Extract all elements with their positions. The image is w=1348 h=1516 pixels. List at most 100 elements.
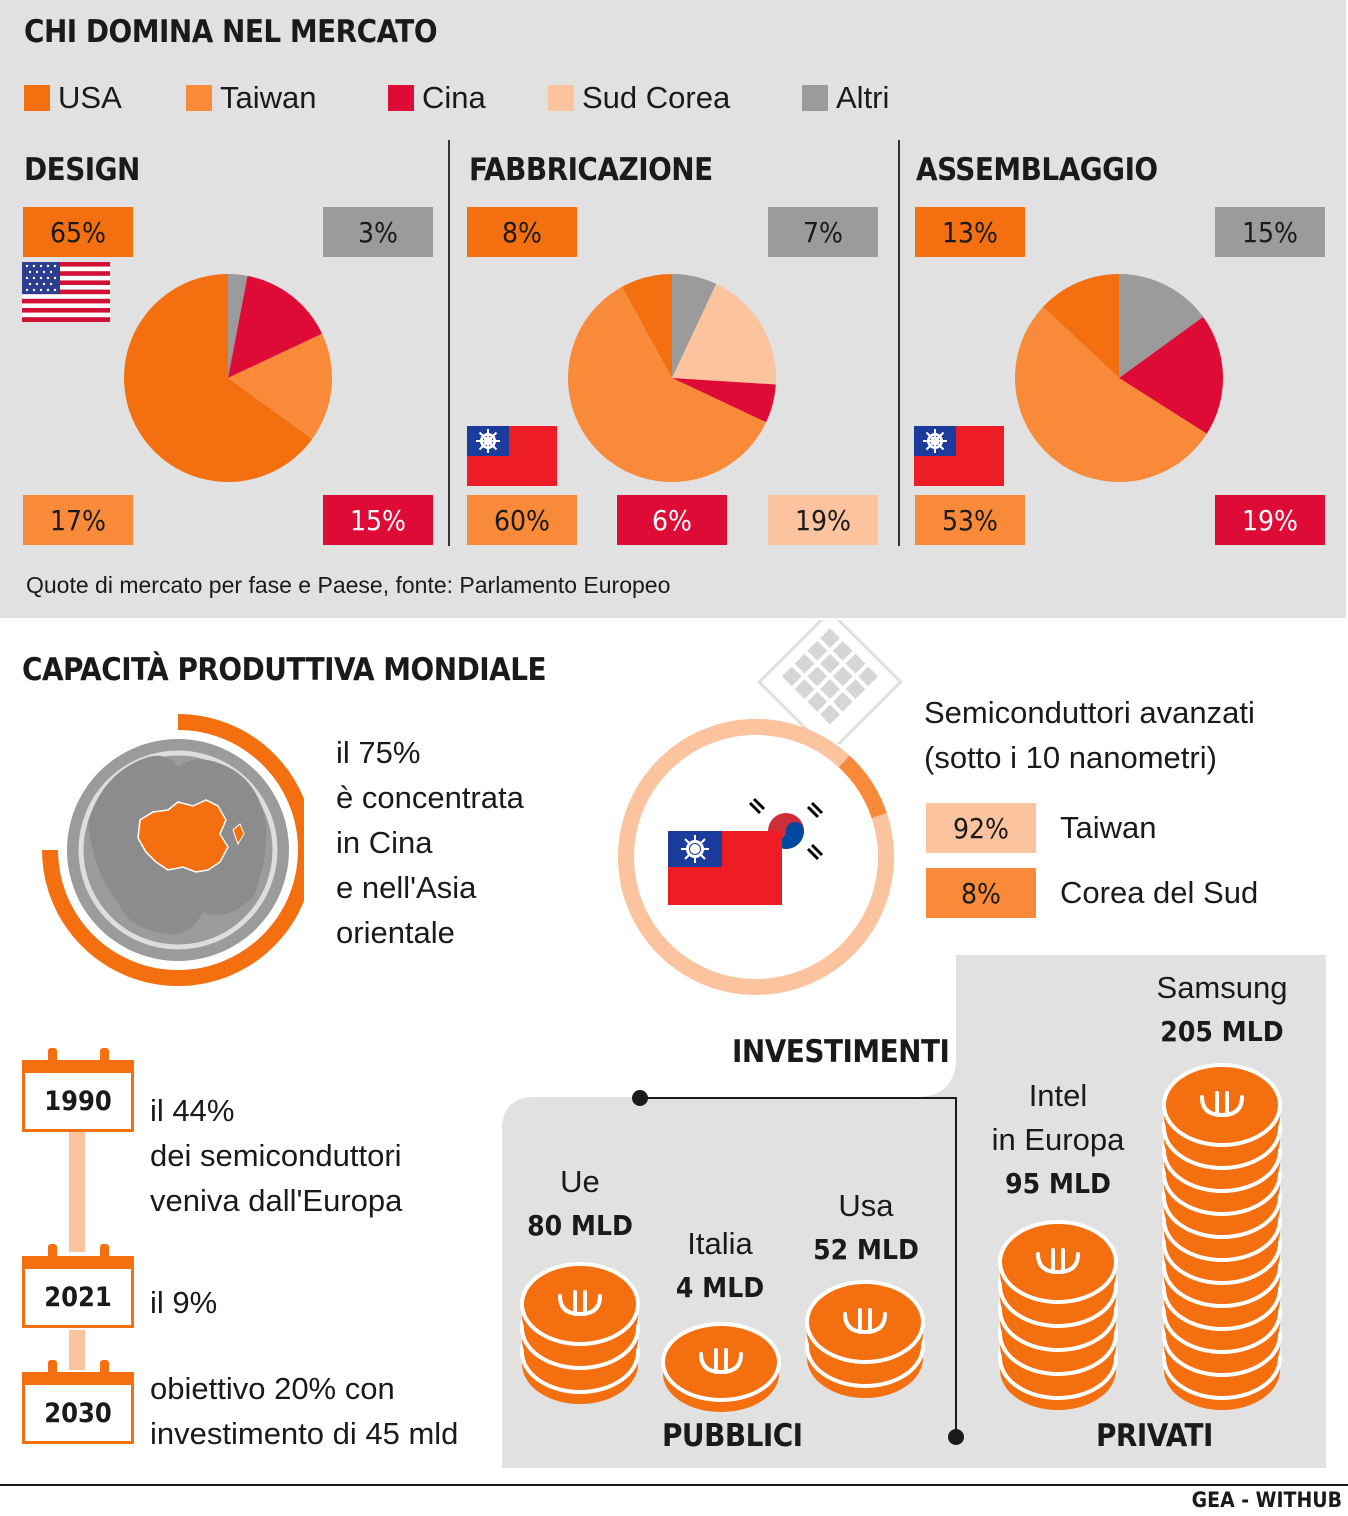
- fab-altri-label: 7%: [768, 207, 878, 257]
- coin-icon: [998, 1220, 1118, 1314]
- capacity-text: il 75% è concentrata in Cina e nell'Asia…: [336, 730, 524, 955]
- timeline-text-2021: il 9%: [150, 1280, 217, 1325]
- timeline-line: veniva dall'Europa: [150, 1183, 403, 1218]
- fab-taiwan-label: 60%: [467, 495, 577, 545]
- public-label: PUBBLICI: [662, 1418, 803, 1454]
- assemblaggio-pie-chart: [1015, 274, 1223, 482]
- fabbricazione-pie-chart: [568, 274, 776, 482]
- pie-slice-taiwan: [228, 333, 332, 440]
- inv-name: Samsung: [1156, 970, 1288, 1005]
- legend-usa: USA: [24, 80, 122, 115]
- legend-label: USA: [58, 80, 122, 115]
- capacity-line: in Cina: [336, 825, 433, 860]
- legend-altri: Altri: [802, 80, 890, 115]
- inv-name: Intel: [1028, 1078, 1088, 1113]
- timeline-year: 1990: [22, 1070, 134, 1132]
- timeline-connector: [69, 1132, 85, 1252]
- pie-slice-usa: [1043, 274, 1119, 378]
- inv-name: Ue: [560, 1164, 600, 1199]
- timeline-connector: [69, 1330, 85, 1370]
- inv-usa: Usa 52 MLD: [806, 1184, 926, 1272]
- pie-slice-usa: [124, 274, 313, 482]
- taiwan-flag-icon: [668, 831, 782, 905]
- taiwan-flag-icon: [914, 426, 1004, 486]
- market-caption: Quote di mercato per fase e Paese, fonte…: [26, 572, 671, 598]
- design-taiwan-label: 17%: [23, 495, 133, 545]
- inv-intel: Intel in Europa 95 MLD: [988, 1074, 1128, 1206]
- timeline-year: 2021: [22, 1266, 134, 1328]
- inv-value: 205 MLD: [1160, 1015, 1284, 1048]
- design-usa-label: 65%: [23, 207, 133, 257]
- capacity-line: è concentrata: [336, 780, 524, 815]
- capacity-title: CAPACITÀ PRODUTTIVA MONDIALE: [22, 652, 547, 688]
- legend-label: Sud Corea: [582, 80, 731, 115]
- pie-slice-altri: [228, 274, 248, 378]
- chip-icon: [757, 620, 903, 744]
- advanced-korea-value: 8%: [926, 868, 1036, 918]
- pie-slice-altri: [672, 274, 717, 378]
- legend-swatch: [802, 85, 828, 111]
- legend-swatch: [548, 85, 574, 111]
- pie-slice-cina: [672, 378, 776, 423]
- pie-slice-taiwan: [568, 286, 767, 482]
- fab-usa-label: 8%: [467, 207, 577, 257]
- inv-name: in Europa: [991, 1122, 1125, 1157]
- capacity-line: il 75%: [336, 735, 421, 770]
- ring-korea-arc: [838, 755, 887, 819]
- pie-slice-altri: [1119, 274, 1204, 378]
- market-title: CHI DOMINA NEL MERCATO: [24, 14, 438, 50]
- legend-label: Altri: [836, 80, 890, 115]
- calendar-icon: 2021: [22, 1244, 134, 1328]
- capacity-line: e nell'Asia: [336, 870, 477, 905]
- coin-icon: [805, 1280, 925, 1374]
- credit: GEA - WITHUB: [1191, 1488, 1342, 1512]
- inv-value: 4 MLD: [675, 1271, 765, 1304]
- calendar-icon: 2030: [22, 1360, 134, 1444]
- timeline-text-2030: obiettivo 20% con investimento di 45 mld: [150, 1366, 458, 1456]
- advanced-title: Semiconduttori avanzati (sotto i 10 nano…: [924, 690, 1255, 780]
- footer-rule: [0, 1484, 1348, 1486]
- pie-slice-sud-corea: [672, 283, 776, 385]
- advanced-taiwan-label: Taiwan: [1060, 810, 1157, 845]
- column-divider: [448, 140, 450, 546]
- design-pie-chart: [124, 274, 332, 482]
- ring-share-arc: [42, 714, 304, 986]
- advanced-title-line: Semiconduttori avanzati: [924, 695, 1255, 730]
- ass-altri-label: 15%: [1215, 207, 1325, 257]
- inv-name: Italia: [687, 1226, 753, 1261]
- legend-label: Taiwan: [220, 80, 317, 115]
- pie-slice-usa: [621, 274, 672, 378]
- fab-cina-label: 6%: [617, 495, 727, 545]
- legend-label: Cina: [422, 80, 486, 115]
- design-altri-label: 3%: [323, 207, 433, 257]
- timeline-line: dei semiconduttori: [150, 1138, 402, 1173]
- china-region: [137, 799, 229, 873]
- capacity-line: orientale: [336, 915, 455, 950]
- ass-cina-label: 19%: [1215, 495, 1325, 545]
- legend-swatch: [186, 85, 212, 111]
- ass-taiwan-label: 53%: [915, 495, 1025, 545]
- advanced-korea-label: Corea del Sud: [1060, 875, 1259, 910]
- taiwan-flag-icon: [467, 426, 557, 486]
- design-title: DESIGN: [24, 152, 140, 188]
- calendar-icon: 1990: [22, 1048, 134, 1132]
- coin-icon: [661, 1322, 781, 1412]
- legend-sud-corea: Sud Corea: [548, 80, 731, 115]
- timeline-year: 2030: [22, 1382, 134, 1444]
- coin-icon: [1162, 1063, 1282, 1157]
- private-label: PRIVATI: [1096, 1418, 1213, 1454]
- pie-slice-cina: [1119, 316, 1223, 434]
- ring-taiwan-arc: [618, 719, 894, 995]
- legend-swatch: [388, 85, 414, 111]
- column-divider: [898, 140, 900, 546]
- inv-value: 52 MLD: [813, 1233, 919, 1266]
- ass-usa-label: 13%: [915, 207, 1025, 257]
- inv-ue: Ue 80 MLD: [520, 1160, 640, 1248]
- timeline-line: il 9%: [150, 1285, 218, 1320]
- fab-sud-corea-label: 19%: [768, 495, 878, 545]
- legend-taiwan: Taiwan: [186, 80, 317, 115]
- usa-flag-icon: [22, 262, 110, 322]
- advanced-title-line: (sotto i 10 nanometri): [924, 740, 1217, 775]
- investments-title: INVESTIMENTI: [732, 1034, 950, 1070]
